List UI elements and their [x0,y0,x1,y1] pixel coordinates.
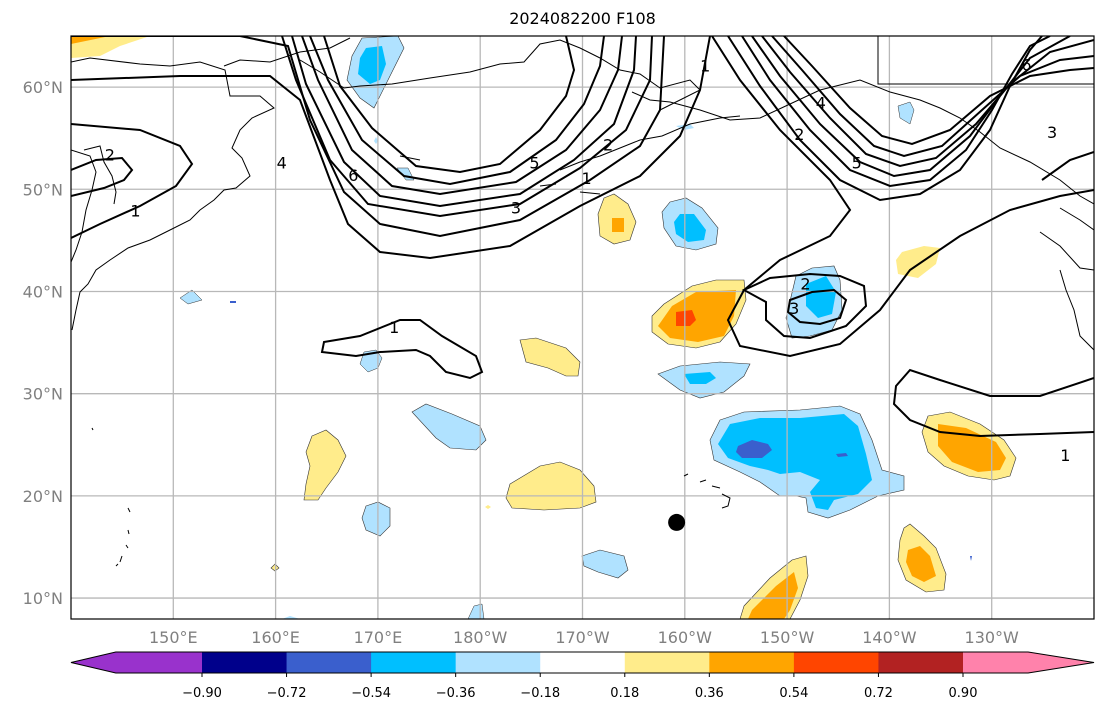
contour-lines [71,36,1094,438]
shade-positive [906,546,936,582]
contour-label: 6 [348,166,358,185]
shade-negative [358,46,386,84]
contour-label: 2 [105,146,115,165]
colorbar-segment [71,652,202,673]
colorbar-tick-label: 0.54 [779,686,808,701]
lon-label: 160°E [251,628,300,647]
colorbar-tick-label: −0.90 [182,686,222,701]
lat-label: 60°N [23,78,63,97]
lon-label: 180°W [453,628,508,647]
colorbar-tick-label: −0.36 [436,686,476,701]
contour-label: 1 [130,202,140,221]
shade-negative [411,403,487,451]
contour-label: 1 [581,169,591,188]
colorbar-segment [540,652,626,673]
shade-negative [718,414,872,510]
shade-negative [836,453,848,457]
lat-label: 50°N [23,180,63,199]
lon-label: 170°E [354,628,403,647]
coastlines [71,36,1094,567]
shade-positive [938,424,1006,472]
gridlines [71,36,1094,619]
colorbar-segment [878,652,964,673]
colorbar: −0.90 −0.72 −0.54 −0.36 −0.18 0.18 0.36 0.54 0.7… [70,651,1095,701]
contour-label: 2 [794,125,804,144]
colorbar-tick-label: 0.36 [695,686,724,701]
longitude-labels: 150°E 160°E 170°E 180°W 170°W 160°W 150°W 140°W… [149,628,1019,647]
chart-title: 2024082200 F108 [509,9,656,28]
colorbar-tick-label: −0.18 [520,686,560,701]
colorbar-segment [709,652,795,673]
latitude-labels: 60°N 50°N 40°N 30°N 20°N 10°N [23,78,63,608]
contour-label: 4 [277,154,287,173]
contour-label: 3 [511,199,521,218]
shade-positive [658,290,736,342]
lon-label: 150°W [760,628,815,647]
shade-negative [806,276,836,318]
lon-label: 160°W [658,628,713,647]
lat-label: 40°N [23,282,63,301]
colorbar-segment [793,652,879,673]
storm-position-marker [668,513,686,531]
colorbar-segment [455,652,541,673]
colorbar-outline [70,651,1095,674]
shade-negative [230,301,236,303]
contour-label: 1 [700,57,710,76]
shade-negative [581,549,629,579]
shade-negative [467,603,485,619]
shade-positive [519,337,581,377]
shade-positive [485,505,491,509]
contour-label: 1 [1060,446,1070,465]
shade-positive [676,310,696,326]
colorbar-segment [286,652,372,673]
contour-label: 2 [603,135,613,154]
shade-negative [897,101,915,125]
shade-negative [674,214,706,242]
shade-negative [736,440,772,458]
lon-label: 150°E [149,628,198,647]
colorbar-segment [371,652,457,673]
colorbar-tick-label: 0.72 [864,686,893,701]
shade-negative [374,137,378,144]
contour-label: 6 [1021,56,1031,75]
shade-negative [179,289,203,305]
shade-negative [970,556,972,561]
shade-positive [71,36,110,44]
shade-negative [684,372,716,384]
shade-positive [303,429,347,501]
map-frame [70,35,1095,620]
lon-label: 130°W [965,628,1020,647]
shade-positive [71,36,150,58]
colorbar-tick-label: 0.90 [949,686,978,701]
shade-negative [282,616,300,619]
lat-label: 20°N [23,487,63,506]
lon-label: 170°W [555,628,610,647]
colorbar-tick-label: −0.72 [267,686,307,701]
colorbar-segment [202,652,288,673]
contour-label: 2 [800,274,810,293]
shade-positive [612,218,624,232]
colorbar-segment [624,652,710,673]
shade-positive [896,246,940,278]
lon-label: 140°W [862,628,917,647]
contour-label: 5 [529,154,539,173]
contour-label: 3 [789,299,799,318]
anomaly-shading [71,36,1017,619]
shade-positive [748,572,798,619]
contour-label: 4 [816,93,826,112]
colorbar-segment [963,652,1094,673]
colorbar-tick-label: −0.54 [351,686,391,701]
lat-label: 10°N [23,589,63,608]
contour-label: 3 [1047,123,1057,142]
lat-label: 30°N [23,385,63,404]
contour-label: 5 [852,154,862,173]
colorbar-tick-label: 0.18 [610,686,639,701]
shade-negative [361,501,391,537]
contour-label: 1 [389,318,399,337]
shade-positive [505,461,597,511]
